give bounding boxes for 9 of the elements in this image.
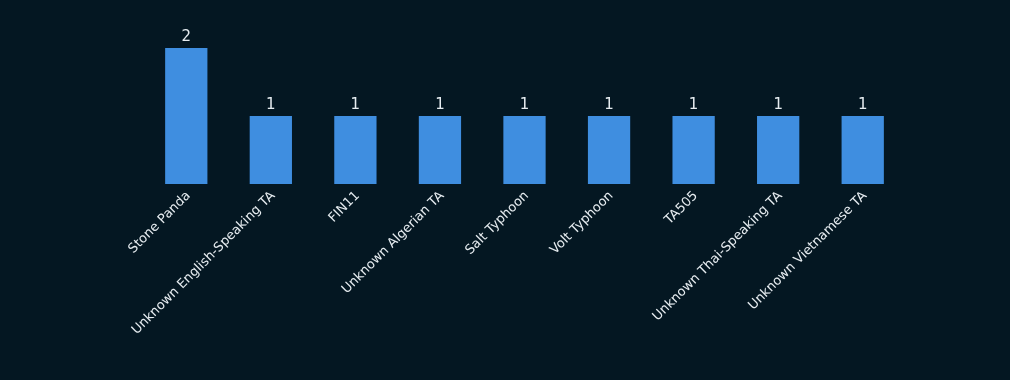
- data-label: 1: [604, 95, 614, 113]
- data-label: 1: [435, 95, 445, 113]
- data-label: 1: [266, 95, 276, 113]
- data-label: 1: [350, 95, 361, 113]
- data-label: 1: [857, 95, 868, 113]
- data-label: 2: [181, 27, 192, 45]
- data-label: 1: [519, 95, 530, 113]
- data-label: 1: [688, 95, 699, 113]
- data-label: 1: [773, 95, 783, 113]
